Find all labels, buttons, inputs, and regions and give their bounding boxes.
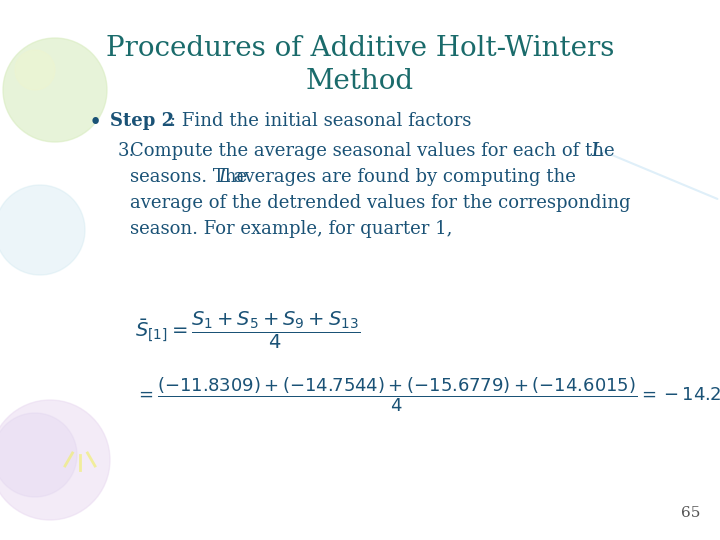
Text: $\bar{S}_{[1]} = \dfrac{S_1 + S_5 + S_9 + S_{13}}{4}$: $\bar{S}_{[1]} = \dfrac{S_1 + S_5 + S_9 …	[135, 310, 360, 352]
Text: L: L	[591, 142, 603, 160]
Text: 65: 65	[680, 506, 700, 520]
Text: averages are found by computing the: averages are found by computing the	[228, 168, 576, 186]
Circle shape	[0, 413, 77, 497]
Text: Procedures of Additive Holt-Winters: Procedures of Additive Holt-Winters	[106, 35, 614, 62]
Text: •: •	[89, 112, 102, 134]
Circle shape	[0, 185, 85, 275]
Text: 3.: 3.	[118, 142, 135, 160]
Circle shape	[0, 400, 110, 520]
Text: Compute the average seasonal values for each of the: Compute the average seasonal values for …	[130, 142, 621, 160]
Text: average of the detrended values for the corresponding: average of the detrended values for the …	[130, 194, 631, 212]
Text: $= \dfrac{(-11.8309) + (-14.7544) + (-15.6779) + (-14.6015)}{4} = -14.2162$: $= \dfrac{(-11.8309) + (-14.7544) + (-15…	[135, 375, 720, 414]
Circle shape	[3, 38, 107, 142]
Text: L: L	[218, 168, 230, 186]
Text: : Find the initial seasonal factors: : Find the initial seasonal factors	[170, 112, 472, 130]
Text: Method: Method	[306, 68, 414, 95]
Text: Step 2: Step 2	[110, 112, 174, 130]
Text: season. For example, for quarter 1,: season. For example, for quarter 1,	[130, 220, 452, 238]
Text: seasons. The: seasons. The	[130, 168, 253, 186]
Circle shape	[15, 50, 55, 90]
